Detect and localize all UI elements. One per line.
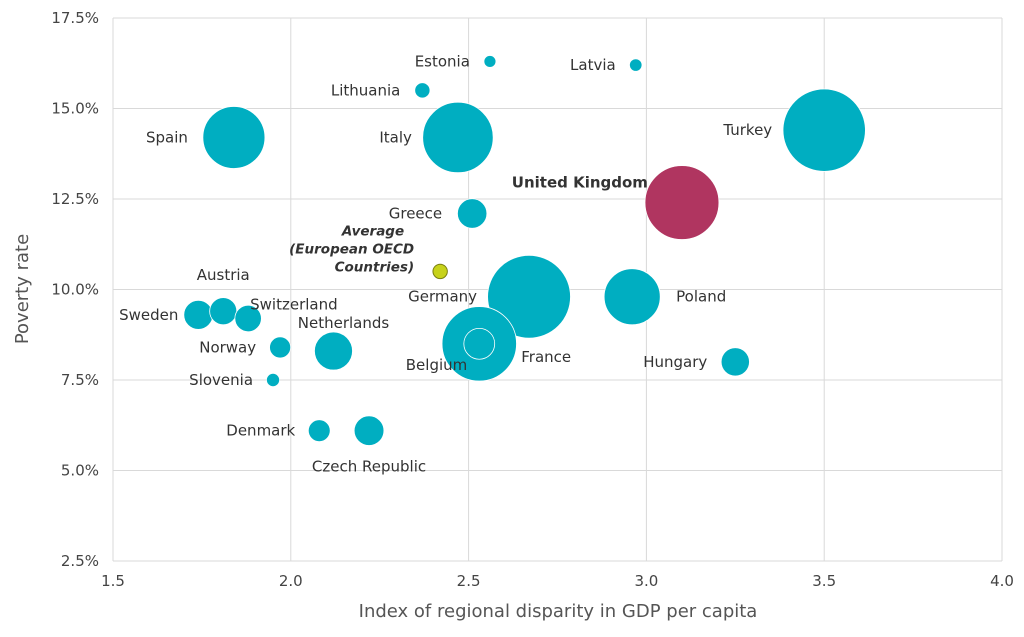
label-line: Countries) — [335, 259, 415, 275]
x-tick-label: 3.0 — [634, 572, 658, 590]
bubble-switzerland[interactable] — [234, 304, 262, 333]
label-hungary: Hungary — [643, 353, 707, 371]
label-spain: Spain — [146, 128, 188, 146]
point-labels: Estonia Latvia Lithuania Spain Italy Turkey Un… — [119, 52, 772, 475]
y-tick-label: 2.5% — [61, 552, 99, 570]
bubble-turkey[interactable] — [782, 88, 866, 172]
label-denmark: Denmark — [226, 422, 295, 440]
label-line: Average — [341, 223, 404, 239]
bubble-austria[interactable] — [209, 297, 238, 326]
y-tick-label: 10.0% — [51, 281, 99, 299]
y-tick-label: 15.0% — [51, 100, 99, 118]
label-france: France — [521, 348, 571, 366]
bubble-hungary[interactable] — [720, 347, 750, 377]
bubble-united-kingdom[interactable] — [644, 165, 720, 240]
bubble-spain[interactable] — [202, 106, 266, 169]
bubble-denmark[interactable] — [307, 419, 331, 443]
y-axis-title: Poverty rate — [12, 234, 33, 344]
label-slovenia: Slovenia — [189, 371, 253, 389]
label-switzerland: Switzerland — [250, 295, 337, 313]
x-tick-label: 1.5 — [101, 572, 125, 590]
bubble-germany[interactable] — [487, 254, 571, 339]
bubble-lithuania[interactable] — [414, 82, 431, 99]
y-tick-label: 5.0% — [61, 462, 99, 480]
x-tick-label: 3.5 — [812, 572, 836, 590]
label-average-european-oecd-countries: Average (European OECD Countries) — [289, 223, 414, 275]
tick-labels: 1.5 2.0 2.5 3.0 3.5 4.0 2.5% 5.0% 7.5% 10.0% 12.5%… — [51, 9, 1014, 590]
bubble-average-european-oecd-countries[interactable] — [432, 263, 448, 280]
x-tick-label: 4.0 — [990, 572, 1014, 590]
label-netherlands: Netherlands — [298, 314, 390, 332]
label-line: (European OECD — [289, 241, 414, 257]
bubble-norway[interactable] — [269, 336, 292, 359]
label-greece: Greece — [389, 204, 442, 222]
label-austria: Austria — [197, 266, 250, 284]
bubble-czech-republic[interactable] — [353, 415, 385, 446]
label-estonia: Estonia — [415, 52, 470, 70]
bubble-netherlands[interactable] — [314, 331, 353, 371]
bubble-estonia[interactable] — [483, 55, 497, 68]
y-tick-label: 17.5% — [51, 9, 99, 27]
x-tick-label: 2.5 — [457, 572, 481, 590]
bubble-italy[interactable] — [422, 101, 494, 174]
bubbles — [183, 55, 866, 446]
label-czech-republic: Czech Republic — [312, 458, 426, 476]
label-belgium: Belgium — [406, 356, 468, 374]
x-axis-title: Index of regional disparity in GDP per c… — [359, 601, 758, 622]
label-italy: Italy — [379, 128, 412, 146]
bubble-greece[interactable] — [457, 198, 488, 229]
label-poland: Poland — [676, 288, 726, 306]
bubble-belgium[interactable] — [463, 327, 496, 360]
label-turkey: Turkey — [722, 121, 772, 139]
label-lithuania: Lithuania — [331, 81, 400, 99]
bubble-poland[interactable] — [603, 268, 661, 326]
label-sweden: Sweden — [119, 306, 178, 324]
label-norway: Norway — [199, 338, 256, 356]
x-tick-label: 2.0 — [279, 572, 303, 590]
label-germany: Germany — [408, 288, 477, 306]
y-tick-label: 7.5% — [61, 371, 99, 389]
bubble-sweden[interactable] — [183, 299, 214, 330]
bubble-latvia[interactable] — [629, 58, 643, 72]
grid — [112, 17, 1003, 562]
label-latvia: Latvia — [570, 56, 616, 74]
bubble-slovenia[interactable] — [266, 373, 281, 387]
label-united-kingdom: United Kingdom — [512, 174, 648, 192]
y-tick-label: 12.5% — [51, 190, 99, 208]
